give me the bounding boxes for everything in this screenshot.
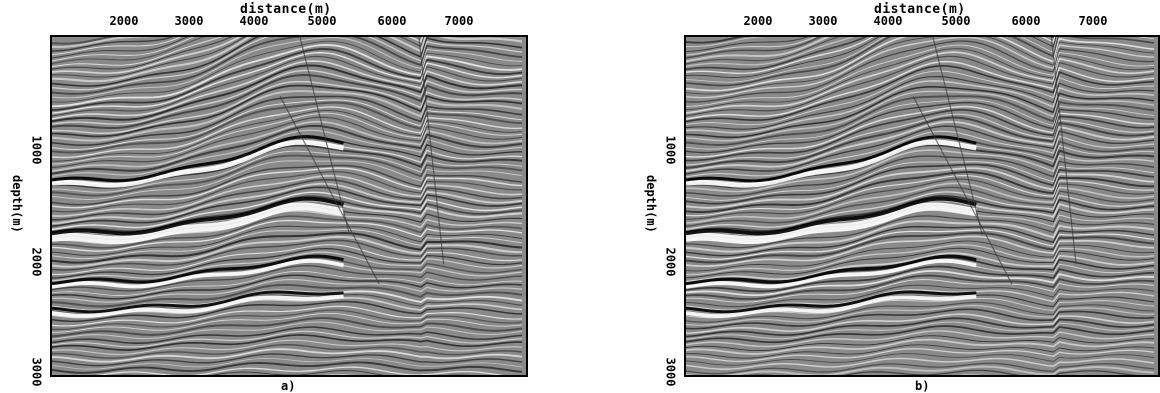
y-tick-label: 3000 xyxy=(663,357,678,387)
panel-caption: b) xyxy=(915,379,930,393)
y-tick-label: 2000 xyxy=(29,247,44,277)
y-tick-label: 1000 xyxy=(29,135,44,165)
y-axis-ticks: 1000 2000 3000 xyxy=(29,35,46,387)
x-axis-label: distance(m) xyxy=(240,2,332,17)
panel-b: distance(m) 2000 3000 4000 5000 6000 700… xyxy=(634,0,1160,393)
x-tick-label: 5000 xyxy=(941,14,971,28)
x-tick-label: 4000 xyxy=(239,14,269,28)
x-tick-label: 6000 xyxy=(1011,14,1041,28)
seismic-image xyxy=(50,35,528,377)
x-tick-label: 3000 xyxy=(808,14,838,28)
y-axis-label: depth(m) xyxy=(10,175,24,233)
panel-a: distance(m) 2000 3000 4000 5000 6000 700… xyxy=(0,0,560,393)
y-axis-ticks: 1000 2000 3000 xyxy=(663,35,680,387)
x-tick-label: 4000 xyxy=(873,14,903,28)
x-tick-label: 7000 xyxy=(1078,14,1108,28)
x-tick-label: 6000 xyxy=(377,14,407,28)
y-axis-label: depth(m) xyxy=(644,175,658,233)
x-tick-label: 3000 xyxy=(174,14,204,28)
y-tick-label: 3000 xyxy=(29,357,44,387)
x-tick-label: 7000 xyxy=(444,14,474,28)
x-tick-label: 2000 xyxy=(743,14,773,28)
x-tick-label: 2000 xyxy=(109,14,139,28)
x-axis-ticks: 2000 3000 4000 5000 6000 7000 xyxy=(634,14,1160,28)
seismic-section-a xyxy=(52,37,526,375)
x-axis-label: distance(m) xyxy=(874,2,966,17)
y-tick-label: 2000 xyxy=(663,247,678,277)
y-tick-label: 1000 xyxy=(663,135,678,165)
seismic-section-b xyxy=(686,37,1158,375)
seismic-image xyxy=(684,35,1160,377)
panel-caption: a) xyxy=(281,379,296,393)
x-tick-label: 5000 xyxy=(307,14,337,28)
x-axis-ticks: 2000 3000 4000 5000 6000 7000 xyxy=(0,14,560,28)
